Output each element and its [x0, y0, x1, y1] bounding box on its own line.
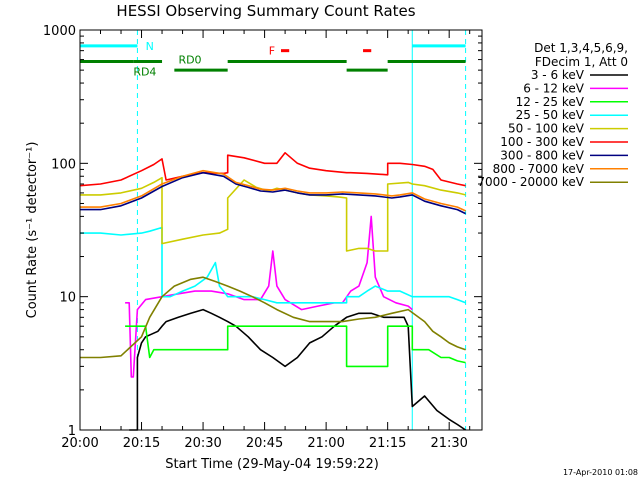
y-tick-label-3: 1000: [43, 24, 76, 39]
series-line-1: [125, 215, 413, 378]
series-line-2: [125, 325, 466, 368]
x-tick-label-0: 20:00: [61, 436, 98, 451]
legend-label-3: 25 - 50 keV: [516, 108, 585, 122]
legend-label-7: 800 - 7000 keV: [493, 162, 585, 176]
legend-label-6: 300 - 800 keV: [500, 148, 584, 162]
annotation-label-2: RD4: [133, 65, 156, 78]
series-line-0: [129, 308, 467, 431]
y-axis-label: Count Rate (s⁻¹ detector⁻¹): [25, 142, 40, 319]
series-line-5: [79, 152, 466, 187]
legend-label-4: 50 - 100 keV: [508, 122, 585, 136]
legend-header-line-2: FDecim 1, Att 0: [535, 55, 628, 69]
y-tick-label-2: 100: [51, 157, 76, 172]
legend-label-5: 100 - 300 keV: [500, 135, 584, 149]
series-line-8: [80, 276, 466, 359]
series-line-7: [80, 169, 466, 212]
chart-title: HESSI Observing Summary Count Rates: [116, 2, 415, 20]
y-tick-label-0: 1: [68, 424, 76, 439]
series-line-6: [80, 171, 466, 215]
plot-frame: [79, 29, 483, 431]
annotation-label-0: N: [146, 40, 154, 53]
y-tick-label-1: 10: [59, 291, 76, 306]
legend-label-2: 12 - 25 keV: [516, 95, 585, 109]
timestamp: 17-Apr-2010 01:08: [563, 468, 638, 477]
x-tick-label-2: 20:30: [184, 436, 221, 451]
x-tick-label-6: 21:30: [430, 436, 467, 451]
annotation-label-1: RD0: [178, 54, 201, 67]
legend-label-1: 6 - 12 keV: [523, 81, 585, 95]
x-tick-label-1: 20:15: [123, 436, 160, 451]
axis-ticks: 20:00 20:15 20:30 20:45 21:00 21:15 21:30 1 10 10…: [43, 24, 482, 451]
legend-label-0: 3 - 6 keV: [531, 68, 585, 82]
data-layer: N RD0 RD4 F: [79, 30, 467, 431]
annotation-label-3: F: [269, 45, 275, 58]
x-axis-label: Start Time (29-May-04 19:59:22): [165, 457, 379, 472]
x-tick-label-4: 21:00: [307, 436, 344, 451]
legend-label-8: 7000 - 20000 keV: [477, 175, 584, 189]
x-tick-label-3: 20:45: [246, 436, 283, 451]
legend-header-line-1: Det 1,3,4,5,6,9,: [534, 41, 628, 55]
x-tick-label-5: 21:15: [369, 436, 406, 451]
